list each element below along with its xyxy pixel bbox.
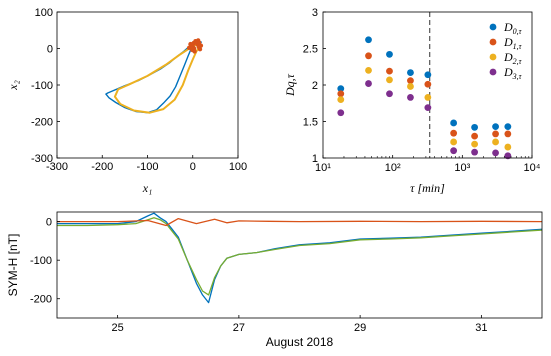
legend-label: D2,τ — [503, 50, 523, 66]
legend-marker — [489, 23, 497, 31]
scatter-point — [504, 130, 512, 138]
symh-series-line-0 — [57, 212, 543, 304]
scatter-point — [386, 50, 393, 58]
x-tick-label: 10⁴ — [524, 162, 541, 174]
plot-frame — [56, 211, 543, 319]
y-tick-label: 100 — [35, 7, 53, 19]
scatter-point — [407, 77, 414, 85]
y-tick-label: -100 — [31, 80, 53, 92]
scatter-point — [365, 52, 372, 60]
legend-marker — [489, 68, 497, 76]
trajectory-line-0 — [105, 40, 203, 114]
trajectory-point — [197, 47, 203, 52]
symh-series-line-1 — [57, 217, 543, 296]
scatter-point — [504, 152, 512, 160]
legend-label: D1,τ — [503, 35, 523, 51]
scatter-point — [492, 130, 499, 138]
x-axis-label: August 2018 — [266, 335, 334, 349]
scatter-point — [504, 143, 512, 151]
y-tick-label: 1 — [312, 153, 318, 165]
scatter-point — [424, 104, 432, 112]
scatter-point — [407, 83, 414, 90]
x-axis-label: τ [min] — [410, 181, 445, 195]
scatter-point — [471, 123, 479, 131]
y-tick-label: 1.5 — [303, 117, 318, 129]
y-axis-label: SYM-H [nT] — [6, 234, 20, 297]
y-tick-label: -300 — [31, 153, 53, 165]
scatter-point — [365, 36, 372, 44]
trajectory-point — [198, 43, 204, 48]
y-tick-label: 2.5 — [303, 44, 318, 56]
scatter-point — [407, 94, 414, 101]
y-axis-label: x₂ — [6, 80, 20, 91]
legend-label: D0,τ — [503, 20, 523, 36]
scatter-point — [337, 85, 345, 93]
trajectory-point — [191, 46, 197, 51]
y-tick-label: 0 — [46, 217, 52, 229]
trajectory-line-1 — [113, 43, 201, 114]
x-tick-label: 10³ — [454, 162, 470, 174]
y-axis-label: Dq,τ — [283, 73, 297, 97]
scatter-point — [471, 132, 479, 140]
x-tick-label: 10¹ — [315, 162, 331, 174]
scatter-point — [337, 96, 345, 103]
plot-frame — [56, 11, 239, 159]
y-tick-label: -200 — [31, 117, 53, 129]
scatter-point — [450, 138, 458, 146]
scatter-point — [492, 123, 499, 131]
x-tick-label: 10² — [385, 162, 401, 174]
scatter-point — [386, 90, 393, 98]
y-tick-label: -200 — [30, 294, 52, 306]
x-tick-label: 29 — [354, 322, 366, 334]
trajectory-point — [188, 41, 193, 47]
x-tick-label: 100 — [229, 161, 247, 173]
scatter-point — [386, 76, 393, 84]
x-tick-label: 31 — [475, 322, 487, 334]
scatter-point — [386, 67, 393, 75]
sym-h-timeseries-panel: 25 27 29 31 0 -100 -200 August 2018 SYM-H [nT] — [6, 211, 543, 349]
scatter-point — [424, 80, 432, 88]
scatter-point — [471, 148, 479, 156]
scatter-point — [337, 109, 345, 117]
y-tick-label: 3 — [312, 7, 318, 19]
scatter-point — [450, 147, 458, 155]
scatter-point — [424, 71, 432, 79]
x-tick-label: -100 — [136, 161, 158, 173]
y-tick-label: 2 — [312, 80, 318, 92]
y-tick-label: -100 — [30, 255, 52, 267]
legend-marker — [489, 53, 497, 61]
scatter-point — [492, 149, 499, 157]
x-tick-label: 0 — [190, 161, 196, 173]
phase-portrait-panel: -300 -200 -100 0 100 -300 -200 -100 0 100 x₁ x₂ — [6, 7, 247, 195]
x-tick-label: 25 — [112, 322, 124, 334]
symh-series-line-2 — [57, 217, 543, 227]
scatter-point — [450, 129, 458, 137]
x-tick-label: -300 — [46, 161, 68, 173]
scatter-point — [471, 140, 479, 148]
legend-marker — [489, 38, 497, 46]
scatter-point — [424, 94, 432, 101]
dimension-scatter-panel: 10¹ 10² 10³ 10⁴ 1 1.5 2 2.5 3 τ [min] Dq,τ D0,τD1,τ… — [283, 7, 541, 195]
scatter-point — [492, 138, 499, 146]
scatter-point — [365, 80, 372, 87]
x-tick-label: 27 — [233, 322, 245, 334]
y-tick-label: 0 — [47, 44, 53, 56]
scatter-point — [365, 67, 372, 74]
x-tick-label: -200 — [91, 161, 113, 173]
scatter-point — [450, 119, 458, 127]
x-axis-label: x₁ — [142, 181, 153, 195]
scatter-point — [337, 90, 345, 98]
legend-label: D3,τ — [503, 65, 523, 81]
scatter-point — [504, 123, 512, 131]
scatter-point — [407, 69, 414, 76]
